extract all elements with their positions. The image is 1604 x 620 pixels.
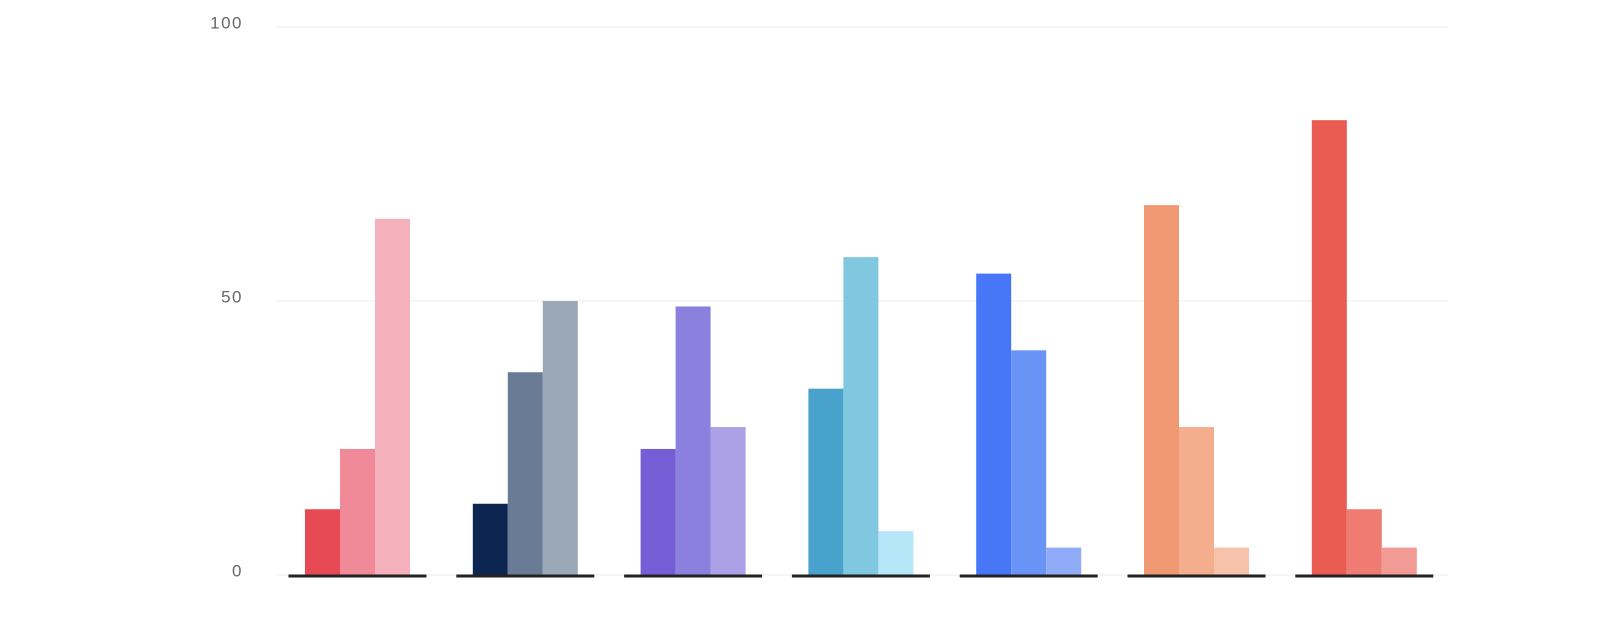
bar (1144, 205, 1179, 575)
bar (843, 257, 879, 575)
bar (472, 503, 508, 575)
bar (675, 306, 711, 575)
bar (1179, 427, 1214, 575)
bar (340, 448, 375, 575)
bar (878, 531, 914, 575)
bar (305, 509, 340, 575)
y-tick-label: 100 (210, 13, 243, 32)
bar (542, 301, 578, 575)
bar (1011, 350, 1047, 575)
bar (507, 372, 543, 575)
bar (1346, 509, 1382, 575)
bar (1381, 547, 1417, 575)
bar (1046, 547, 1082, 575)
y-tick-label: 0 (232, 561, 243, 580)
bar (976, 273, 1012, 575)
bar (375, 218, 410, 576)
bar (710, 427, 746, 575)
y-tick-label: 50 (221, 287, 243, 306)
bar (1311, 120, 1347, 575)
bar (640, 448, 676, 575)
bar (808, 388, 844, 575)
bar (1214, 547, 1249, 575)
